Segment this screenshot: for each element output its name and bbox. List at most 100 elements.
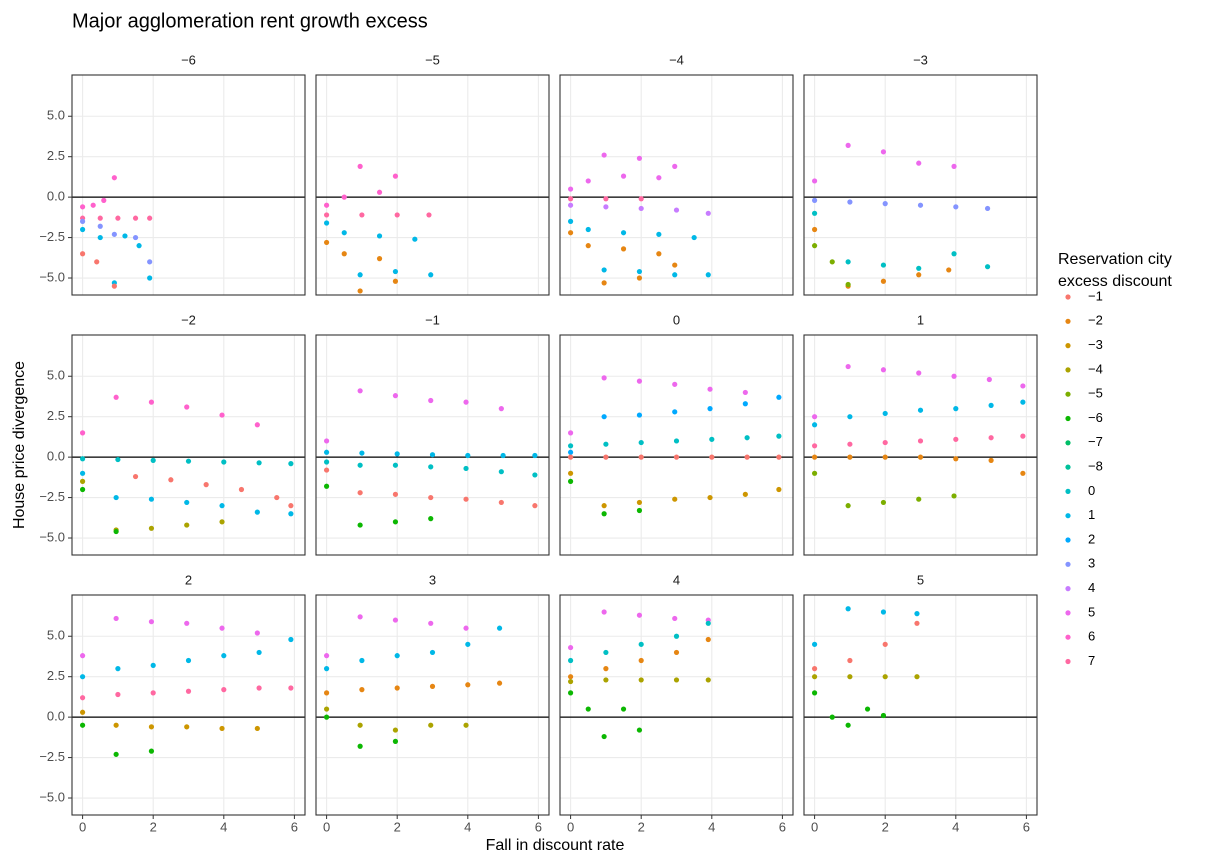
point xyxy=(392,491,399,497)
point xyxy=(829,259,835,265)
panel xyxy=(803,594,1038,816)
x-tick-label: 2 xyxy=(150,819,157,834)
point xyxy=(148,399,155,405)
legend-title: excess discount xyxy=(1058,273,1172,290)
point xyxy=(951,373,957,379)
point xyxy=(115,456,121,463)
point xyxy=(463,399,469,405)
point xyxy=(79,430,86,436)
legend-swatch xyxy=(1065,415,1071,422)
legend-swatch xyxy=(1065,391,1071,397)
point xyxy=(122,233,128,239)
point xyxy=(256,460,262,466)
point xyxy=(707,494,713,501)
panel-background xyxy=(316,75,549,295)
panel-background xyxy=(560,75,793,295)
point xyxy=(882,410,888,417)
point xyxy=(90,202,96,208)
point xyxy=(567,443,574,449)
panel-border xyxy=(71,74,306,296)
point xyxy=(880,149,887,155)
point xyxy=(463,496,469,502)
y-tick-label: 0.0 xyxy=(47,709,65,724)
point xyxy=(601,511,607,517)
point xyxy=(428,494,434,501)
legend-swatch xyxy=(1065,561,1071,567)
point xyxy=(323,438,330,444)
point xyxy=(847,674,853,680)
point xyxy=(567,678,574,685)
point xyxy=(148,724,155,730)
point xyxy=(811,666,818,672)
point xyxy=(601,375,607,381)
point xyxy=(498,469,504,475)
point xyxy=(988,402,994,408)
point xyxy=(880,499,887,506)
panel-background xyxy=(72,335,305,555)
point xyxy=(79,674,86,680)
point xyxy=(776,394,782,400)
point xyxy=(238,486,245,493)
point xyxy=(496,625,503,631)
point xyxy=(880,278,887,284)
legend-label: −4 xyxy=(1088,361,1103,376)
point xyxy=(673,438,680,444)
point xyxy=(94,259,100,265)
point xyxy=(953,204,959,210)
point xyxy=(428,722,434,728)
point xyxy=(811,470,818,476)
point xyxy=(394,685,400,691)
x-tick-label: 6 xyxy=(291,819,298,834)
panel-border xyxy=(803,594,1038,816)
x-tick-label: 6 xyxy=(779,819,786,834)
point xyxy=(115,666,121,672)
point xyxy=(101,197,107,203)
point xyxy=(341,230,347,236)
point xyxy=(951,493,957,499)
point xyxy=(1020,433,1026,439)
point xyxy=(148,619,155,625)
x-tick-label: 2 xyxy=(882,819,889,834)
point xyxy=(357,288,363,294)
y-tick-label: 0.0 xyxy=(47,189,65,204)
legend-label: −7 xyxy=(1088,434,1103,449)
legend-label: −8 xyxy=(1088,459,1103,474)
x-tick-label: 4 xyxy=(220,819,227,834)
chart-title: Major agglomeration rent growth excess xyxy=(72,10,428,32)
point xyxy=(97,223,103,229)
point xyxy=(136,243,142,249)
point xyxy=(917,438,924,444)
point xyxy=(636,378,643,384)
point xyxy=(636,612,643,618)
point xyxy=(323,690,330,696)
facet-label: 4 xyxy=(673,572,680,587)
point xyxy=(880,262,887,268)
point xyxy=(811,210,818,216)
point xyxy=(428,397,434,404)
point xyxy=(744,454,750,460)
point xyxy=(672,163,678,169)
point xyxy=(673,454,680,460)
point xyxy=(656,251,662,257)
point xyxy=(323,449,330,455)
facet-label: −6 xyxy=(181,52,196,67)
panel-border xyxy=(803,334,1038,556)
panel xyxy=(71,334,306,556)
point xyxy=(742,491,748,497)
point xyxy=(776,454,782,460)
point xyxy=(636,499,643,506)
x-tick-label: 4 xyxy=(708,819,715,834)
point xyxy=(567,690,574,696)
point xyxy=(113,394,119,400)
point xyxy=(811,641,818,647)
point xyxy=(532,472,538,478)
point xyxy=(150,690,156,696)
legend-label: −1 xyxy=(1088,288,1103,303)
point xyxy=(357,462,363,468)
point xyxy=(323,212,330,218)
point xyxy=(288,503,294,509)
point xyxy=(132,215,139,221)
point xyxy=(184,522,190,528)
point xyxy=(394,212,400,218)
point xyxy=(97,234,103,241)
